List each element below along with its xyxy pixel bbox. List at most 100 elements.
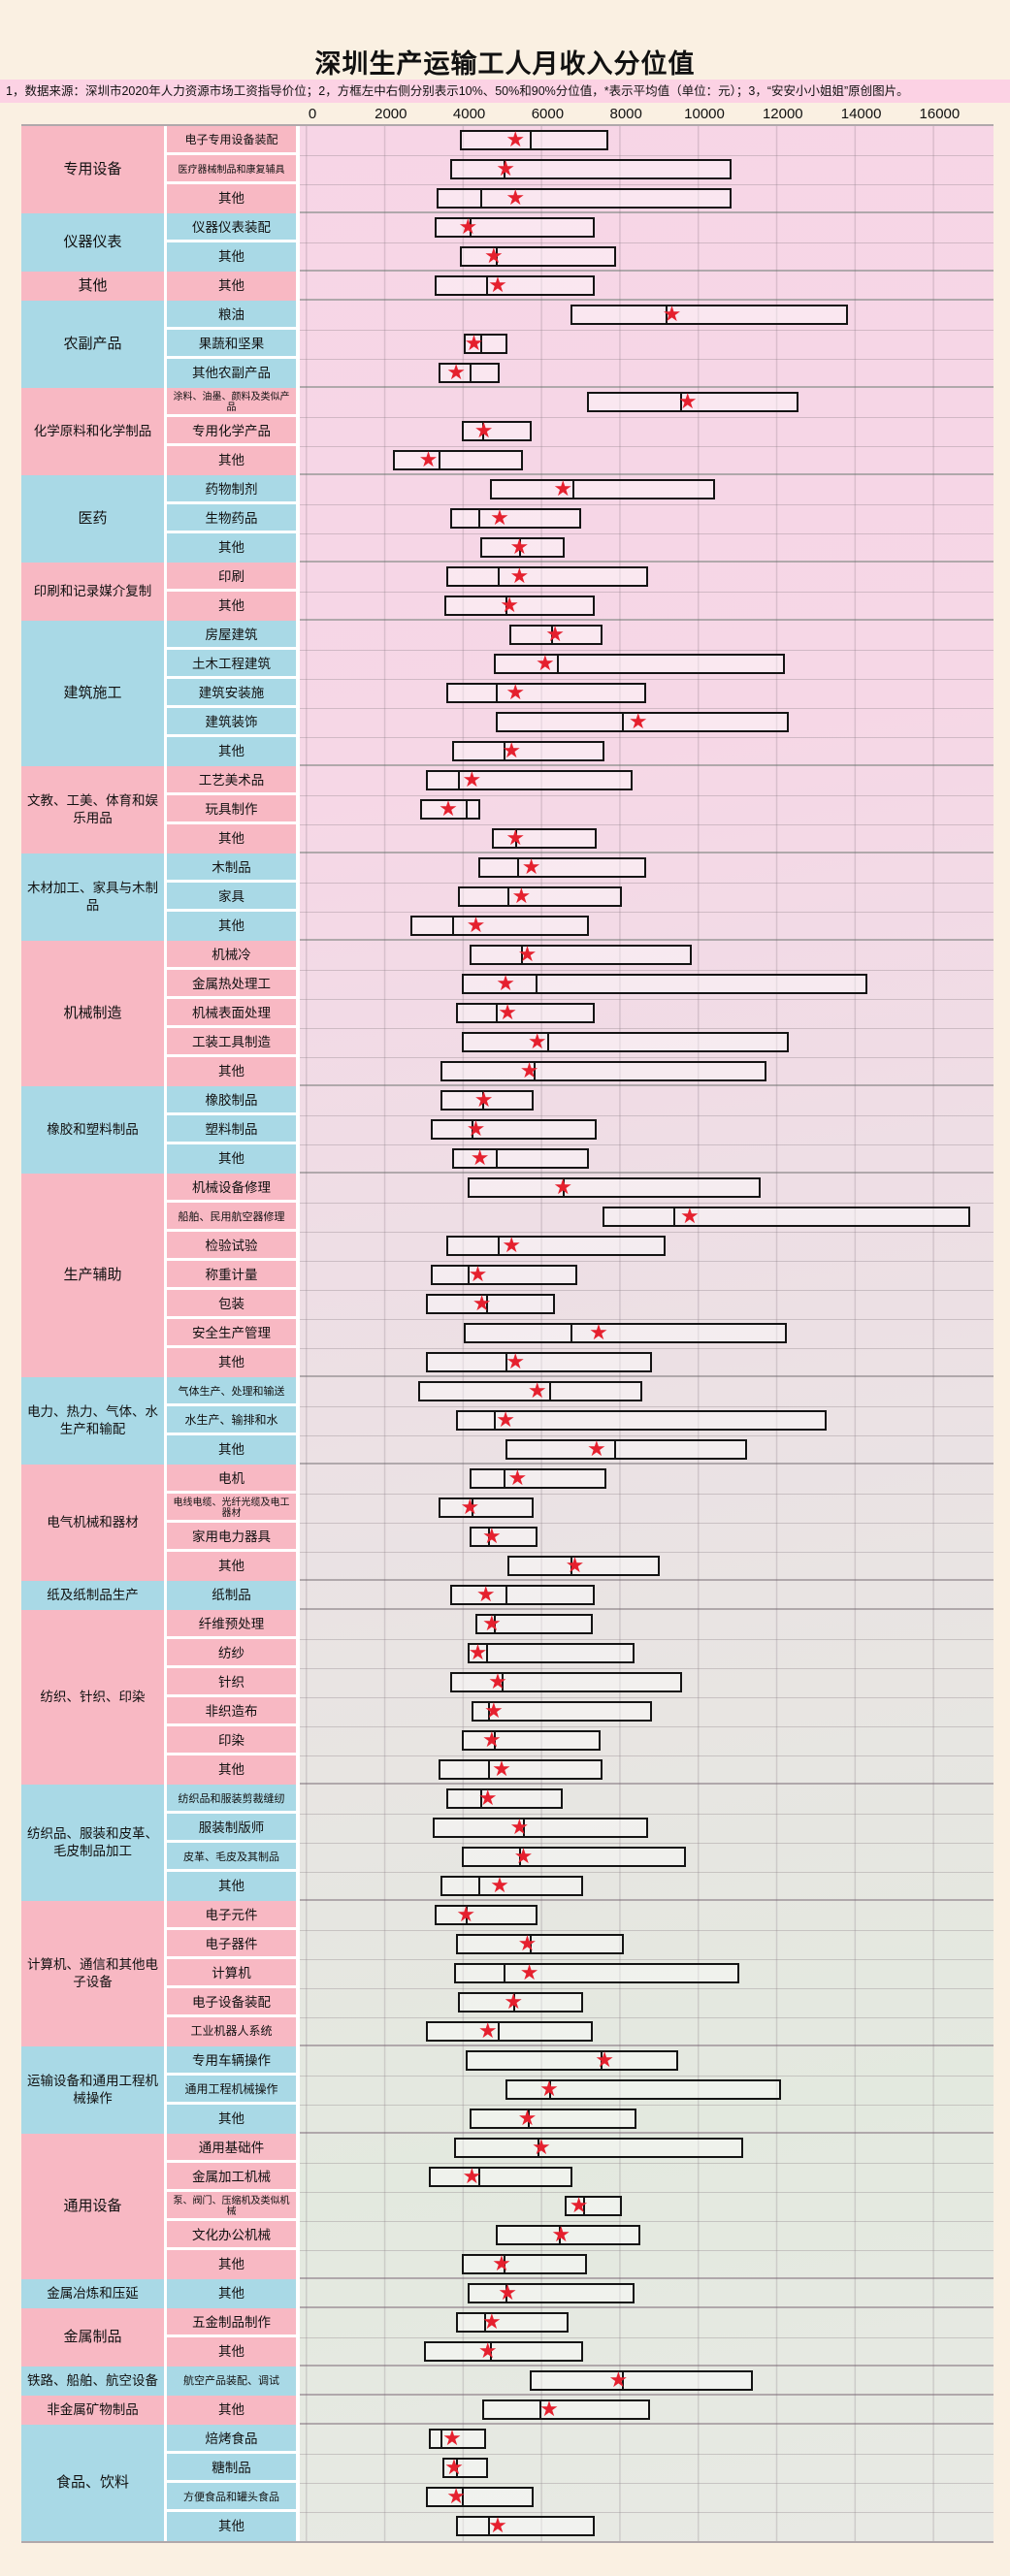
mean-star-icon: ★ — [565, 1553, 585, 1578]
chart-row: 通用工程机械操作 ★ — [167, 2076, 994, 2105]
percentile-range-box — [477, 857, 646, 878]
percentile-range-box — [434, 275, 595, 296]
median-line — [497, 2021, 500, 2042]
mean-star-icon: ★ — [505, 825, 526, 851]
row-plot-area: ★ — [300, 2134, 994, 2163]
row-plot-area: ★ — [300, 2076, 994, 2105]
median-line — [505, 2283, 508, 2303]
mean-star-icon: ★ — [446, 360, 466, 385]
median-line — [507, 886, 510, 907]
row-plot-area: ★ — [300, 1290, 994, 1319]
mean-star-icon: ★ — [481, 1524, 502, 1549]
mean-star-icon: ★ — [505, 680, 526, 705]
percentile-range-box — [430, 1265, 577, 1285]
chart-row: 安全生产管理 ★ — [167, 1319, 994, 1348]
chart-row: 其他 ★ — [167, 272, 994, 301]
row-plot-area: ★ — [300, 1057, 994, 1086]
mean-star-icon: ★ — [460, 1495, 480, 1520]
chart-row: 其他 ★ — [167, 2512, 994, 2541]
median-line — [523, 1818, 526, 1838]
industry-group: 农副产品 粮油 ★ 果蔬和坚果 ★ 其他农副产品 ★ — [21, 301, 994, 388]
row-plot-area: ★ — [300, 1465, 994, 1494]
row-plot-area: ★ — [300, 1843, 994, 1872]
row-plot-area: ★ — [300, 1581, 994, 1610]
mean-star-icon: ★ — [551, 2222, 571, 2247]
row-plot-area: ★ — [300, 1348, 994, 1377]
group-label: 纸及纸制品生产 — [21, 1581, 167, 1610]
row-plot-area: ★ — [300, 2046, 994, 2076]
chart-row: 其他 ★ — [167, 184, 994, 213]
chart-row: 非织造布 ★ — [167, 1697, 994, 1726]
mean-star-icon: ★ — [539, 2077, 559, 2102]
percentile-range-box — [420, 799, 480, 820]
row-label: 粮油 — [167, 301, 300, 330]
row-plot-area: ★ — [300, 126, 994, 155]
group-label: 其他 — [21, 272, 167, 301]
percentile-range-box — [445, 566, 648, 587]
row-plot-area: ★ — [300, 2396, 994, 2425]
row-label: 土木工程建筑 — [167, 650, 300, 679]
median-line — [466, 799, 469, 820]
percentile-range-box — [505, 2079, 781, 2100]
group-label: 印刷和记录媒介复制 — [21, 563, 167, 621]
mean-star-icon: ★ — [492, 2251, 511, 2276]
industry-group: 木材加工、家具与木制品 木制品 ★ 家具 ★ 其他 ★ — [21, 853, 994, 941]
percentile-range-box — [392, 450, 524, 470]
median-line — [481, 1090, 484, 1111]
chart-row: 工艺美术品 ★ — [167, 766, 994, 795]
chart-row: 纸制品 ★ — [167, 1581, 994, 1610]
mean-star-icon: ★ — [481, 1611, 502, 1636]
row-plot-area: ★ — [300, 2308, 994, 2337]
median-line — [529, 1934, 532, 1954]
median-line — [679, 392, 682, 412]
row-label: 皮革、毛皮及其制品 — [167, 1843, 300, 1872]
mean-star-icon: ★ — [513, 1844, 534, 1869]
row-label: 建筑安装施 — [167, 679, 300, 708]
mean-star-icon: ★ — [473, 1087, 494, 1112]
percentile-range-box — [426, 770, 633, 790]
median-line — [462, 2487, 465, 2507]
row-plot-area: ★ — [300, 2512, 994, 2541]
median-line — [456, 2458, 459, 2478]
chart-row: 电子专用设备装配 ★ — [167, 126, 994, 155]
median-line — [521, 945, 524, 965]
row-label: 电线电缆、光纤光缆及电工器材 — [167, 1494, 300, 1523]
source-note: 1，数据来源：深圳市2020年人力资源市场工资指导价位；2，方框左中右侧分别表示… — [0, 80, 1010, 103]
percentile-range-box — [434, 1905, 538, 1925]
row-label: 其他 — [167, 1755, 300, 1785]
chart-row: 其他 ★ — [167, 533, 994, 563]
chart-row: 其他 ★ — [167, 2105, 994, 2134]
row-plot-area: ★ — [300, 999, 994, 1028]
mean-star-icon: ★ — [462, 767, 482, 792]
median-line — [504, 159, 506, 179]
row-plot-area: ★ — [300, 2425, 994, 2454]
median-line — [505, 1352, 508, 1372]
chart-row: 药物制剂 ★ — [167, 475, 994, 504]
row-plot-area: ★ — [300, 2221, 994, 2250]
row-label: 果蔬和坚果 — [167, 330, 300, 359]
row-plot-area: ★ — [300, 1232, 994, 1261]
row-label: 称重计量 — [167, 1261, 300, 1290]
row-plot-area: ★ — [300, 1639, 994, 1668]
percentile-range-box — [456, 1003, 595, 1023]
mean-star-icon: ★ — [608, 2367, 629, 2393]
row-plot-area: ★ — [300, 1755, 994, 1785]
row-plot-area: ★ — [300, 941, 994, 970]
mean-star-icon: ★ — [483, 243, 504, 269]
axis-tick-label: 0 — [308, 106, 317, 122]
industry-group: 食品、饮料 焙烤食品 ★ 糖制品 ★ 方便食品和罐头食品 ★ 其他 ★ — [21, 2425, 994, 2541]
industry-group: 电力、热力、气体、水生产和输配 气体生产、处理和输送 ★ 水生产、输排和水 ★ 其他 ★ — [21, 1377, 994, 1465]
row-label: 医疗器械制品和康复辅具 — [167, 155, 300, 184]
row-plot-area: ★ — [300, 272, 994, 301]
row-plot-area: ★ — [300, 679, 994, 708]
chart-row: 其他 ★ — [167, 1552, 994, 1581]
percentile-range-box — [472, 1701, 653, 1722]
median-line — [495, 683, 498, 703]
percentile-range-box — [440, 1090, 534, 1111]
median-line — [548, 2079, 551, 2100]
chart-row: 针织 ★ — [167, 1668, 994, 1697]
row-label: 机械设备修理 — [167, 1174, 300, 1203]
chart-row: 印染 ★ — [167, 1726, 994, 1755]
median-line — [505, 596, 508, 616]
mean-star-icon: ★ — [589, 1320, 608, 1345]
